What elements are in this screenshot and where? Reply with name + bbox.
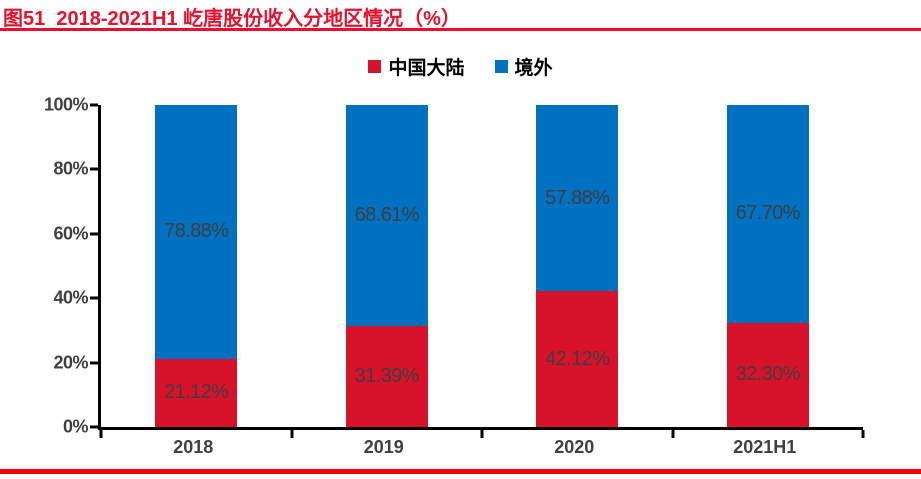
bar-segment-境外: 57.88% bbox=[536, 105, 619, 292]
bar-segment-中国大陆: 21.12% bbox=[155, 358, 238, 427]
y-tick-label: 60% bbox=[53, 223, 88, 244]
stacked-bar-2018: 78.88% 21.12% bbox=[155, 105, 238, 427]
bar-value-label: 78.88% bbox=[164, 220, 229, 243]
bar-value-label: 32.30% bbox=[735, 363, 801, 386]
x-tick-mark bbox=[480, 430, 484, 438]
y-axis-labels: 0% 20% 40% 60% 80% 100% bbox=[0, 95, 89, 437]
x-tick-mark bbox=[290, 430, 293, 438]
bars-container: 78.88% 21.12% 68.61% 31.39% 57.88% 42.12% 67.7… bbox=[101, 105, 863, 427]
bar-value-label: 67.70% bbox=[735, 202, 801, 225]
bar-value-label: 68.61% bbox=[354, 203, 420, 226]
legend-label: 境外 bbox=[514, 57, 553, 79]
footer-rule bbox=[0, 469, 921, 474]
y-tick-label: 100% bbox=[43, 94, 89, 115]
x-category-label: 2018 bbox=[173, 437, 214, 457]
x-category-label: 2019 bbox=[363, 437, 404, 457]
bar-segment-中国大陆: 31.39% bbox=[345, 325, 428, 427]
legend-item: 境外 bbox=[494, 53, 553, 80]
y-tick-mark bbox=[90, 296, 98, 300]
y-tick-mark bbox=[90, 167, 98, 171]
bar-column-2020: 57.88% 42.12% bbox=[482, 105, 673, 427]
stacked-bar-2020: 57.88% 42.12% bbox=[536, 105, 619, 427]
y-tick-label: 20% bbox=[53, 352, 88, 373]
bar-value-label: 57.88% bbox=[545, 186, 610, 209]
bar-segment-境外: 67.70% bbox=[726, 105, 809, 323]
x-category-label: 2021H1 bbox=[733, 437, 797, 457]
stacked-bar-2019: 68.61% 31.39% bbox=[345, 105, 428, 427]
bar-segment-中国大陆: 32.30% bbox=[726, 322, 809, 427]
bar-column-2019: 68.61% 31.39% bbox=[292, 105, 483, 427]
y-tick-label: 0% bbox=[62, 416, 89, 437]
bar-value-label: 31.39% bbox=[354, 364, 420, 387]
y-tick-label: 80% bbox=[53, 158, 88, 179]
x-axis-labels: 2018 2019 2020 2021H1 bbox=[98, 437, 860, 458]
bar-value-label: 21.12% bbox=[164, 381, 229, 404]
x-tick-mark bbox=[671, 430, 674, 438]
y-tick-mark bbox=[90, 232, 98, 236]
legend: 中国大陆 境外 bbox=[0, 52, 921, 80]
bar-segment-中国大陆: 42.12% bbox=[536, 291, 619, 427]
legend-swatch-中国大陆 bbox=[368, 59, 382, 73]
plot-area: 78.88% 21.12% 68.61% 31.39% 57.88% 42.12% 67.7… bbox=[90, 103, 865, 438]
y-tick-mark bbox=[90, 361, 98, 365]
x-category-label: 2020 bbox=[554, 437, 595, 457]
stacked-bar-2021H1: 67.70% 32.30% bbox=[726, 105, 809, 427]
y-tick-mark bbox=[90, 425, 98, 429]
legend-label: 中国大陆 bbox=[388, 57, 465, 79]
y-tick-mark bbox=[90, 103, 98, 107]
legend-item: 中国大陆 bbox=[368, 53, 465, 80]
title-underline bbox=[0, 28, 921, 31]
figure-title: 图51 2018-2021H1 屹唐股份收入分地区情况（%） bbox=[3, 8, 461, 30]
x-tick-mark bbox=[99, 430, 103, 438]
bar-column-2021H1: 67.70% 32.30% bbox=[673, 105, 864, 427]
bar-segment-境外: 78.88% bbox=[155, 105, 238, 359]
x-tick-mark bbox=[861, 430, 865, 438]
y-tick-label: 40% bbox=[53, 287, 88, 308]
bar-segment-境外: 68.61% bbox=[345, 105, 428, 326]
bar-column-2018: 78.88% 21.12% bbox=[101, 105, 292, 427]
legend-swatch-境外 bbox=[494, 59, 508, 73]
bar-value-label: 42.12% bbox=[545, 347, 610, 370]
